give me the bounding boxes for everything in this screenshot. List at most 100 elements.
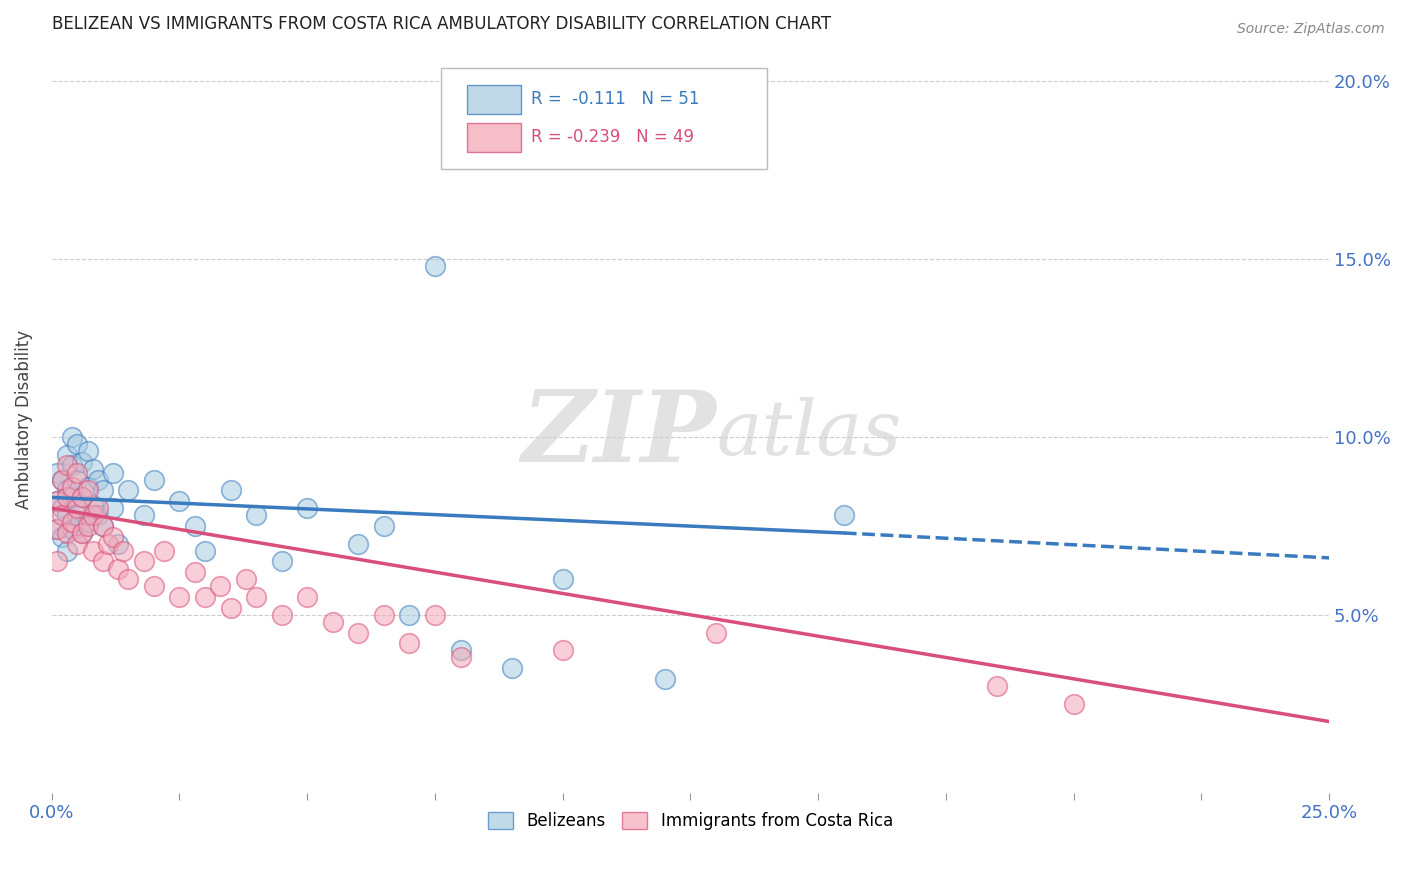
- Point: [373, 519, 395, 533]
- Point: [322, 615, 344, 629]
- Point: [51, 473, 73, 487]
- Point: [82, 508, 104, 523]
- Point: [45, 494, 67, 508]
- Point: [423, 259, 446, 273]
- Point: [270, 607, 292, 622]
- Point: [72, 455, 94, 469]
- Point: [986, 679, 1008, 693]
- Point: [245, 508, 267, 523]
- Point: [142, 579, 165, 593]
- Point: [45, 523, 67, 537]
- Point: [72, 491, 94, 505]
- Point: [97, 536, 120, 550]
- Point: [51, 508, 73, 523]
- Point: [184, 519, 207, 533]
- Text: atlas: atlas: [716, 397, 901, 471]
- Point: [101, 530, 124, 544]
- Point: [82, 498, 104, 512]
- FancyBboxPatch shape: [467, 122, 520, 152]
- Point: [117, 483, 139, 498]
- Point: [1063, 697, 1085, 711]
- Point: [219, 600, 242, 615]
- Point: [60, 480, 83, 494]
- Point: [235, 572, 257, 586]
- Point: [101, 466, 124, 480]
- Point: [82, 462, 104, 476]
- Point: [76, 516, 98, 530]
- Point: [423, 607, 446, 622]
- Point: [153, 543, 176, 558]
- Point: [297, 590, 319, 604]
- FancyBboxPatch shape: [441, 68, 768, 169]
- Point: [270, 554, 292, 568]
- Point: [194, 590, 217, 604]
- Point: [60, 458, 83, 473]
- Point: [76, 444, 98, 458]
- Point: [347, 625, 370, 640]
- Point: [132, 508, 155, 523]
- Point: [551, 572, 574, 586]
- Point: [66, 437, 89, 451]
- Point: [832, 508, 855, 523]
- Point: [450, 643, 472, 657]
- Point: [398, 636, 420, 650]
- Point: [450, 650, 472, 665]
- Point: [107, 536, 129, 550]
- Point: [51, 501, 73, 516]
- Point: [72, 526, 94, 541]
- Point: [184, 565, 207, 579]
- Point: [56, 448, 79, 462]
- Point: [51, 530, 73, 544]
- Point: [91, 519, 114, 533]
- Point: [297, 501, 319, 516]
- Point: [56, 491, 79, 505]
- Point: [45, 554, 67, 568]
- Point: [551, 643, 574, 657]
- Point: [117, 572, 139, 586]
- Point: [112, 543, 135, 558]
- Point: [66, 466, 89, 480]
- Point: [87, 501, 110, 516]
- Point: [245, 590, 267, 604]
- Point: [209, 579, 232, 593]
- Point: [56, 458, 79, 473]
- Point: [398, 607, 420, 622]
- Point: [373, 607, 395, 622]
- Point: [654, 672, 676, 686]
- Point: [72, 491, 94, 505]
- Point: [107, 561, 129, 575]
- Text: R =  -0.111   N = 51: R = -0.111 N = 51: [531, 90, 699, 109]
- Point: [142, 473, 165, 487]
- Point: [76, 480, 98, 494]
- Point: [91, 554, 114, 568]
- Point: [45, 494, 67, 508]
- Text: R = -0.239   N = 49: R = -0.239 N = 49: [531, 128, 693, 145]
- Point: [72, 526, 94, 541]
- Point: [194, 543, 217, 558]
- Point: [51, 473, 73, 487]
- Legend: Belizeans, Immigrants from Costa Rica: Belizeans, Immigrants from Costa Rica: [481, 805, 900, 837]
- Text: ZIP: ZIP: [522, 386, 716, 483]
- Point: [76, 519, 98, 533]
- Point: [87, 473, 110, 487]
- Point: [82, 543, 104, 558]
- Point: [60, 491, 83, 505]
- Point: [704, 625, 727, 640]
- Point: [56, 483, 79, 498]
- Point: [66, 508, 89, 523]
- Point: [132, 554, 155, 568]
- FancyBboxPatch shape: [467, 86, 520, 114]
- Y-axis label: Ambulatory Disability: Ambulatory Disability: [15, 330, 32, 508]
- Point: [45, 466, 67, 480]
- Point: [56, 526, 79, 541]
- Text: BELIZEAN VS IMMIGRANTS FROM COSTA RICA AMBULATORY DISABILITY CORRELATION CHART: BELIZEAN VS IMMIGRANTS FROM COSTA RICA A…: [52, 15, 831, 33]
- Point: [87, 508, 110, 523]
- Point: [66, 501, 89, 516]
- Point: [169, 494, 191, 508]
- Point: [219, 483, 242, 498]
- Point: [101, 501, 124, 516]
- Point: [60, 516, 83, 530]
- Point: [76, 483, 98, 498]
- Point: [91, 519, 114, 533]
- Point: [45, 523, 67, 537]
